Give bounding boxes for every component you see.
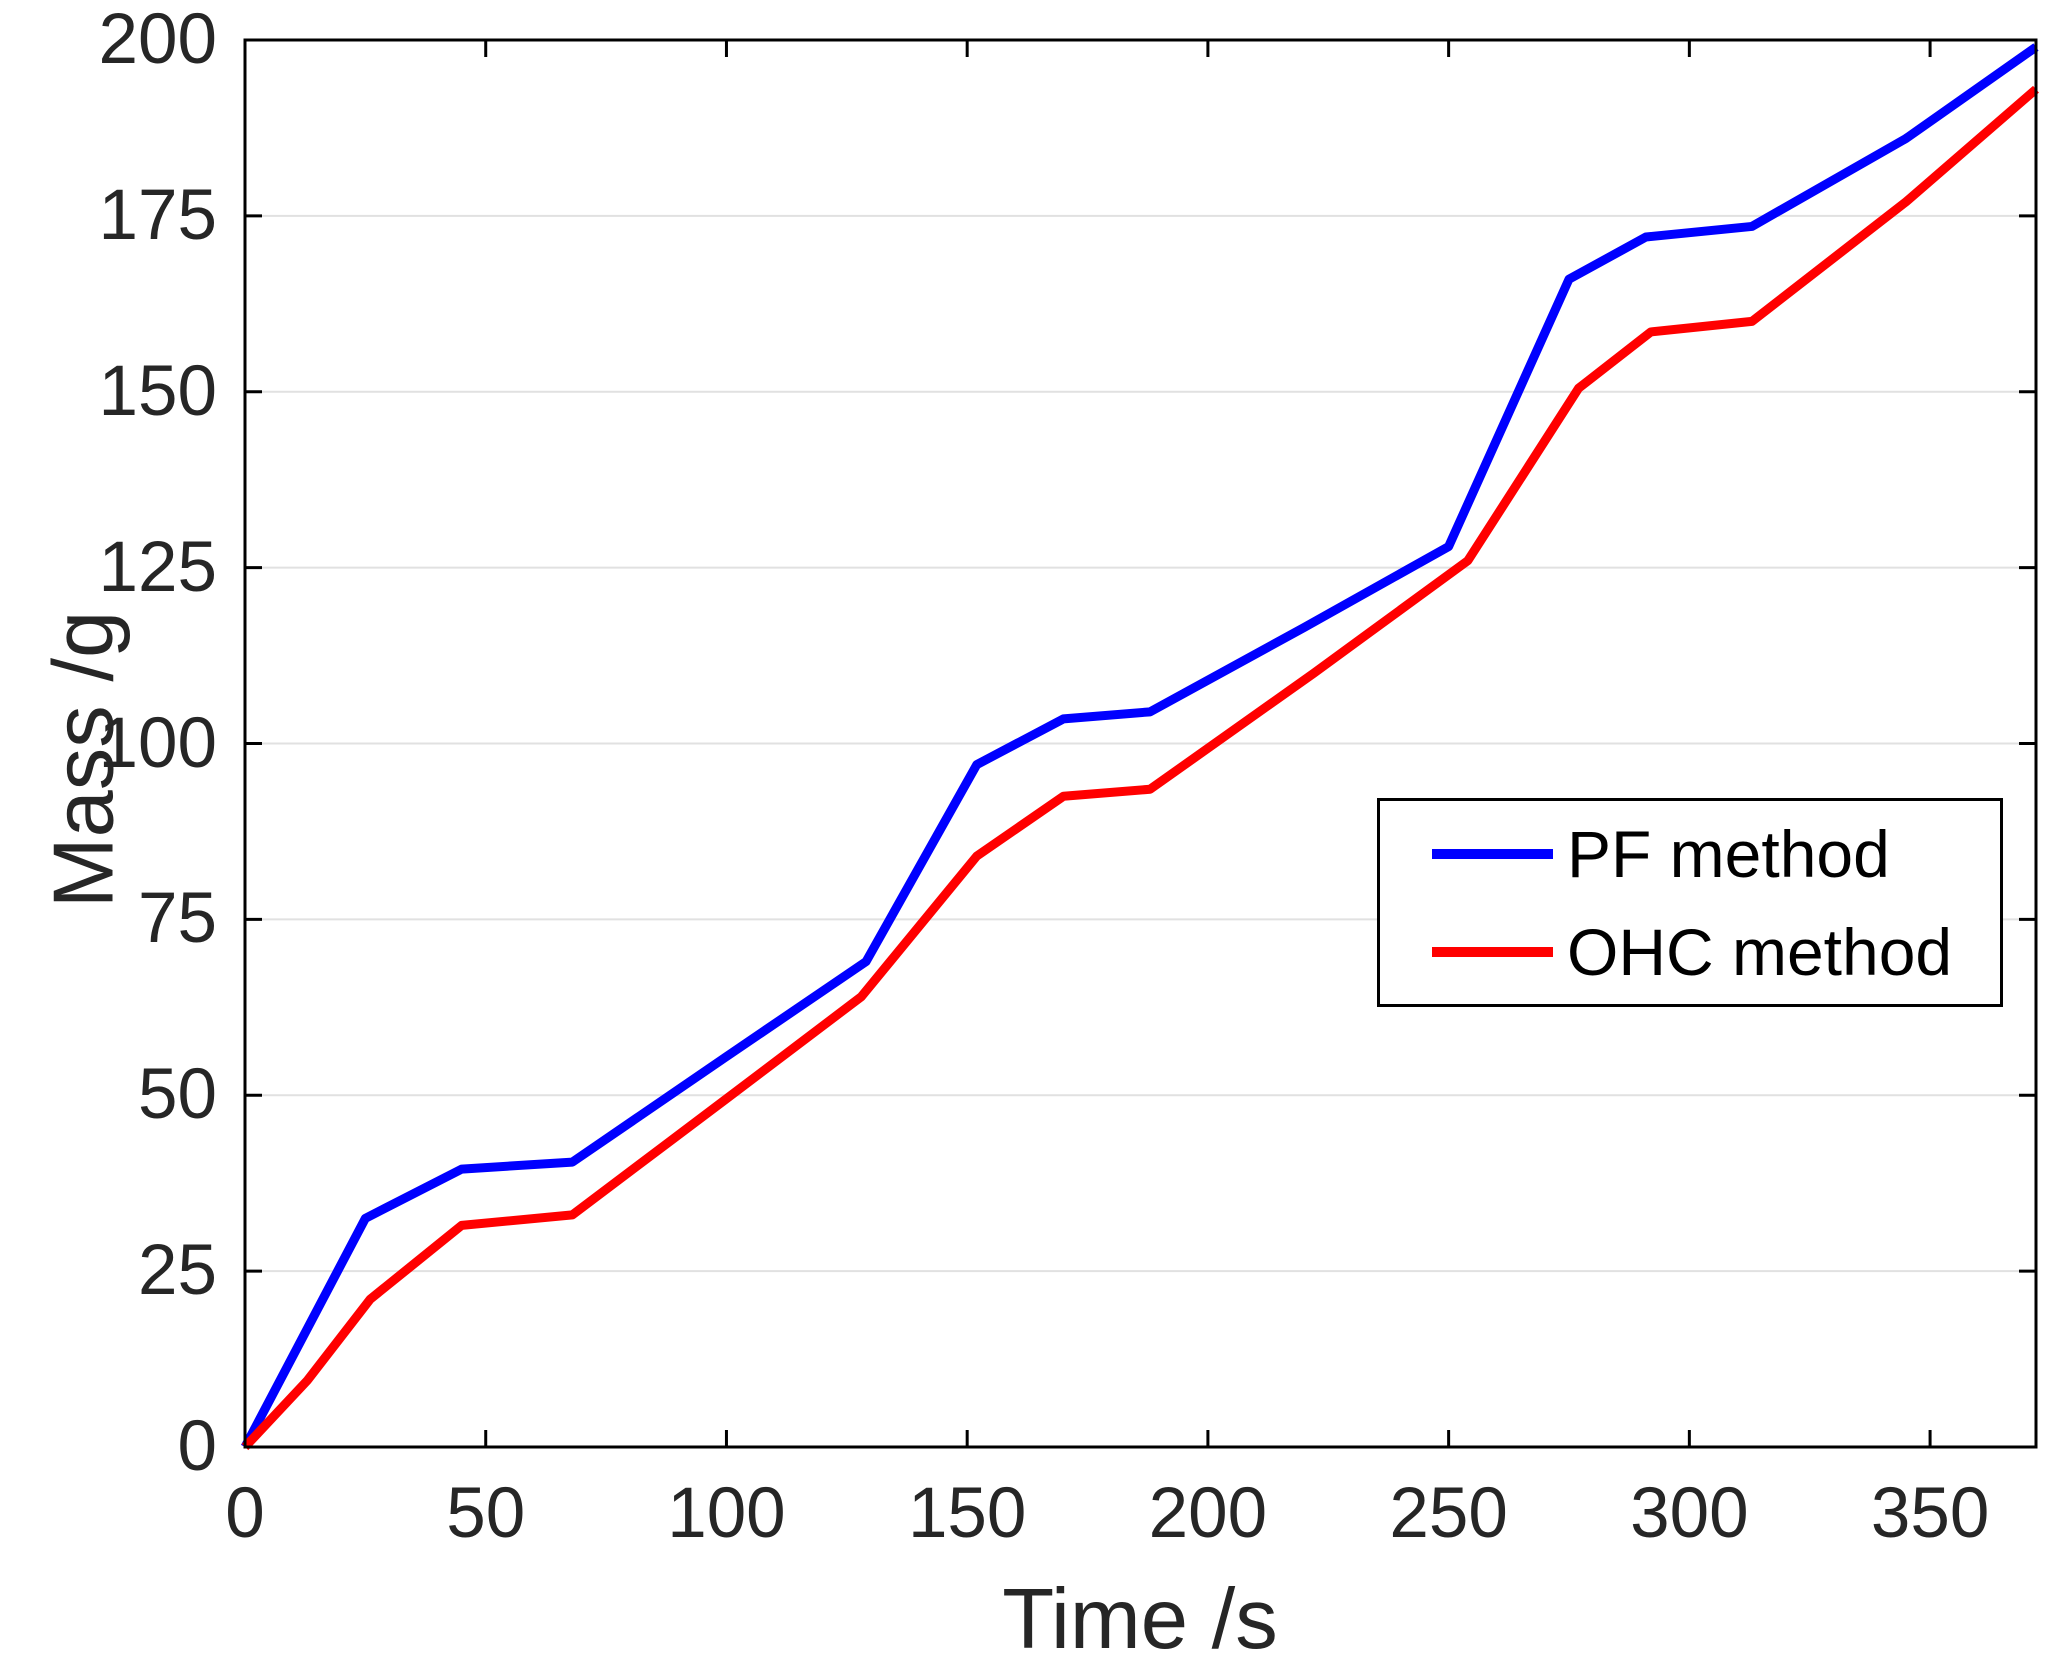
- y-tick-label: 0: [177, 1407, 218, 1486]
- y-tick-label: 50: [138, 1055, 217, 1135]
- x-tick-label: 250: [1389, 1474, 1508, 1553]
- y-tick-label: 200: [98, 0, 217, 79]
- x-tick-label: 50: [446, 1474, 526, 1553]
- x-tick-label: 150: [907, 1474, 1027, 1553]
- legend-label-pf: PF method: [1567, 816, 1890, 891]
- legend: PF method OHC method: [1377, 798, 2003, 1007]
- x-axis-label: Time /s: [1002, 1572, 1278, 1658]
- ohc-method-line-swatch: [1432, 946, 1553, 957]
- y-tick-label: 125: [98, 527, 217, 607]
- legend-item: PF method: [1380, 805, 2000, 903]
- y-tick-label: 175: [98, 175, 217, 255]
- x-tick-label: 200: [1148, 1474, 1268, 1553]
- y-tick-label: 25: [138, 1231, 217, 1311]
- gridlines: [245, 214, 2036, 1273]
- y-tick-label: 150: [98, 351, 217, 431]
- x-tick-label: 0: [225, 1474, 265, 1553]
- pf-method-line: [241, 43, 2039, 1450]
- y-tick-label: 75: [138, 879, 217, 959]
- y-tick-label: 100: [98, 703, 217, 783]
- series-lines: [241, 43, 2039, 1451]
- legend-label-ohc: OHC method: [1567, 914, 1953, 989]
- pf-method-line-swatch: [1432, 848, 1553, 859]
- y-axis-label: Mass /g: [36, 610, 132, 909]
- ohc-method-line: [241, 85, 2039, 1451]
- axis-ticks: [243, 38, 2036, 1449]
- x-tick-label: 100: [667, 1474, 786, 1553]
- x-tick-label: 350: [1870, 1474, 1990, 1553]
- legend-item: OHC method: [1380, 903, 2000, 1001]
- plot-border: [243, 38, 2038, 1449]
- x-tick-label: 300: [1630, 1474, 1749, 1553]
